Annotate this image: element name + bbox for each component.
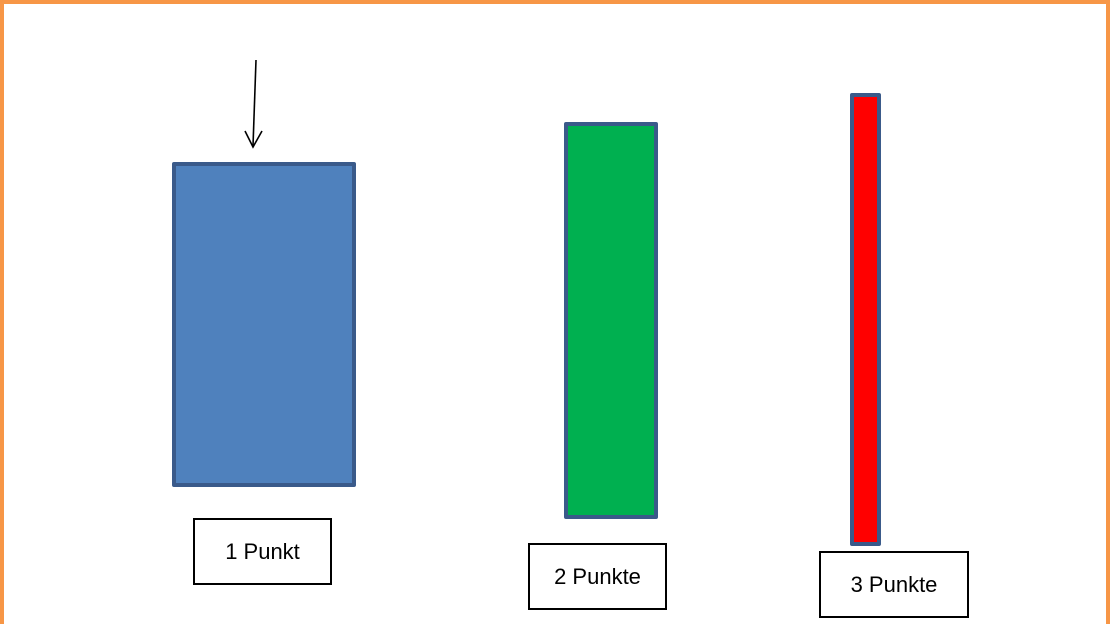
target-green-medium [564, 122, 658, 519]
label-2-text: 2 Punkte [554, 563, 641, 589]
label-3-text: 3 Punkte [850, 571, 938, 597]
label-3-punkte: 3 Punkte [819, 551, 969, 618]
label-1-punkt: 1 Punkt [193, 518, 332, 585]
label-2-punkte: 2 Punkte [528, 543, 667, 610]
target-blue-wide [172, 162, 356, 487]
down-arrow-icon [244, 59, 263, 149]
target-red-narrow [850, 93, 881, 546]
label-1-text: 1 Punkt [225, 538, 300, 564]
